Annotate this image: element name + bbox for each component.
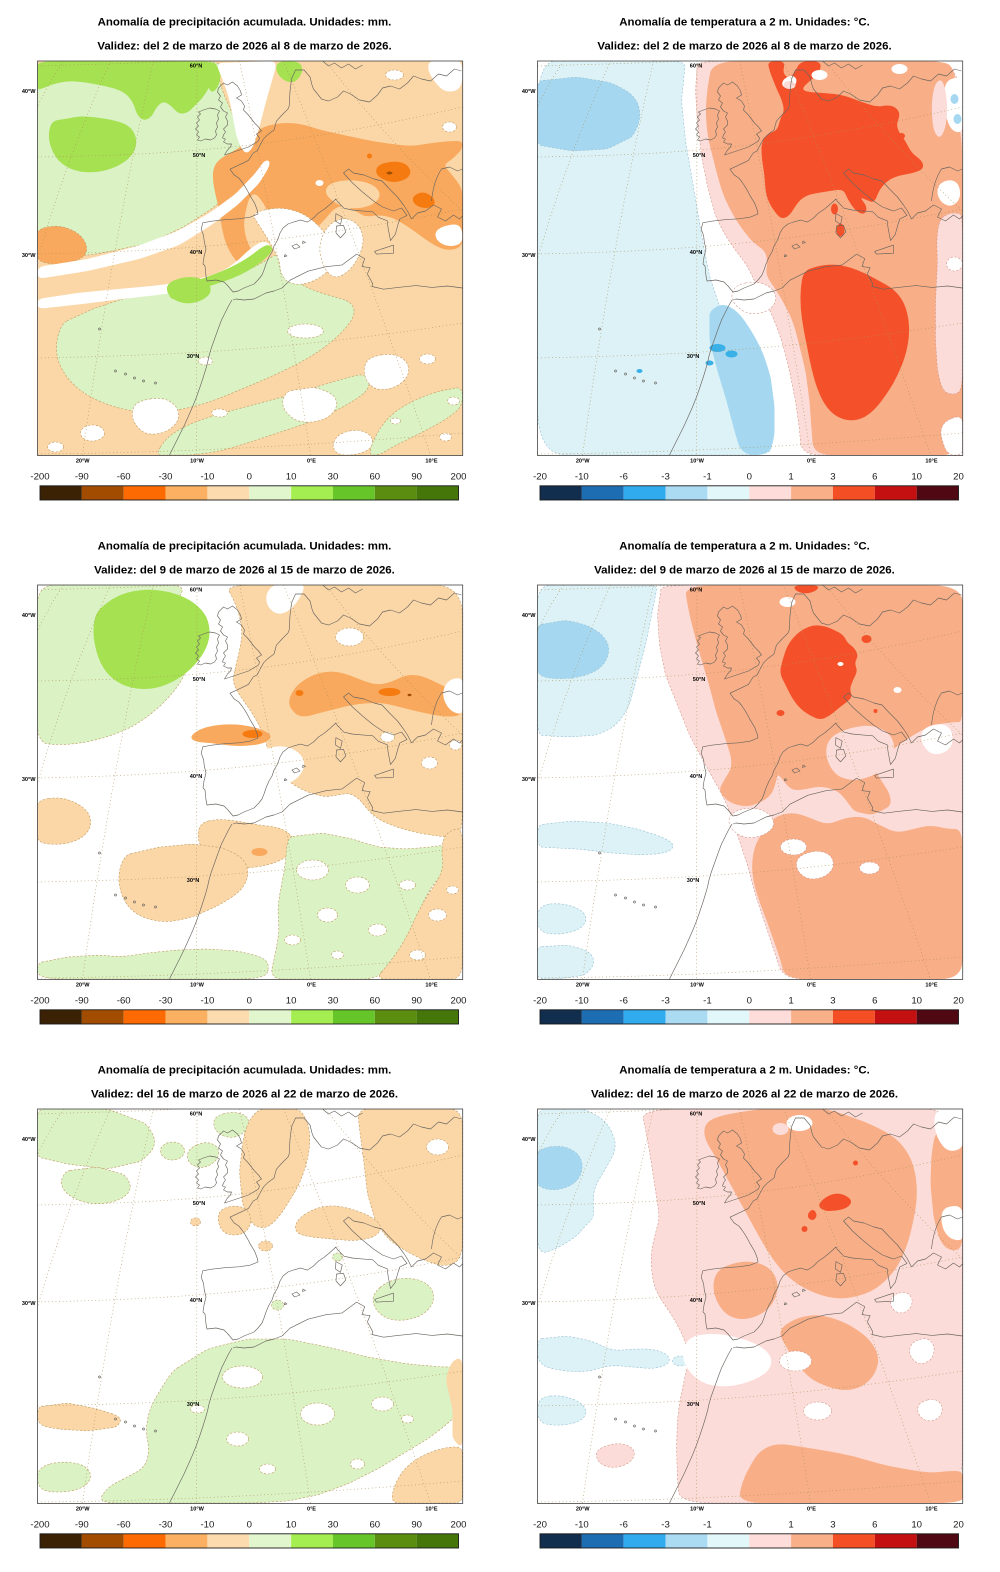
- svg-text:Anomalía de temperatura a 2 m.: Anomalía de temperatura a 2 m. Unidades:…: [619, 17, 870, 29]
- svg-text:Validez: del 9 de marzo de 202: Validez: del 9 de marzo de 2026 al 15 de…: [594, 564, 895, 576]
- svg-text:Validez: del 9 de marzo de 202: Validez: del 9 de marzo de 2026 al 15 de…: [94, 564, 395, 576]
- svg-text:Anomalía de precipitación acum: Anomalía de precipitación acumulada. Uni…: [98, 1065, 392, 1077]
- svg-text:Anomalía de temperatura a 2 m.: Anomalía de temperatura a 2 m. Unidades:…: [619, 541, 870, 553]
- svg-text:Validez: del 16 de marzo de 20: Validez: del 16 de marzo de 2026 al 22 d…: [91, 1088, 398, 1100]
- svg-text:Anomalía de precipitación acum: Anomalía de precipitación acumulada. Uni…: [98, 17, 392, 29]
- svg-text:Anomalía de precipitación acum: Anomalía de precipitación acumulada. Uni…: [98, 541, 392, 553]
- svg-text:Anomalía de temperatura a 2 m.: Anomalía de temperatura a 2 m. Unidades:…: [619, 1065, 870, 1077]
- svg-text:Validez: del 2 de marzo de 202: Validez: del 2 de marzo de 2026 al 8 de …: [597, 40, 891, 52]
- svg-text:Validez: del 2 de marzo de 202: Validez: del 2 de marzo de 2026 al 8 de …: [97, 40, 391, 52]
- svg-text:Validez: del 16 de marzo de 20: Validez: del 16 de marzo de 2026 al 22 d…: [591, 1088, 898, 1100]
